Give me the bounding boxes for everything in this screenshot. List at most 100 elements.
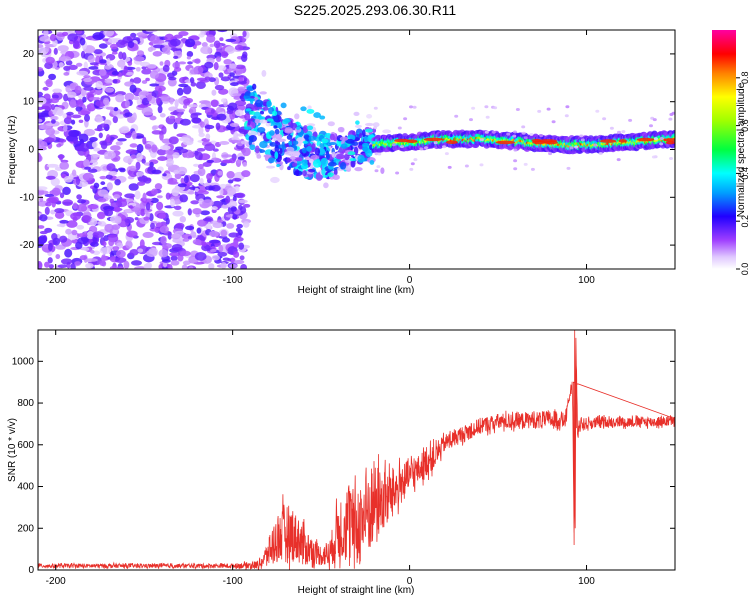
spectrogram-cell: [566, 166, 571, 170]
spectrogram-cell: [38, 225, 45, 229]
spectrogram-xlabel: Height of straight line (km): [298, 285, 415, 296]
spectrogram-cell: [223, 59, 232, 65]
spectrogram-cell: [234, 44, 244, 51]
spectrogram-cell: [254, 99, 264, 108]
spectrogram-cell: [65, 228, 72, 235]
spectrogram-cell: [196, 219, 208, 227]
spectrogram-cell: [506, 132, 511, 136]
spectrogram-cell: [669, 157, 673, 160]
spectrogram-cell: [236, 80, 247, 85]
spectrogram-cell: [67, 33, 79, 42]
spectrogram-cell: [141, 80, 148, 84]
spectrogram-ytick-label: -20: [20, 240, 35, 251]
spectrogram-cell: [94, 116, 104, 123]
spectrogram-cell: [115, 39, 127, 49]
spectrogram-cell: [333, 168, 338, 176]
spectrogram-cell: [621, 130, 626, 134]
spectrogram-cell: [94, 128, 104, 132]
spectrogram-cell: [99, 175, 107, 180]
spectrogram-cell: [59, 138, 67, 143]
spectrogram-cell: [173, 66, 182, 72]
spectrogram-cell: [180, 250, 191, 257]
spectrogram-cell: [302, 140, 308, 144]
spectrogram-cell: [326, 153, 331, 160]
spectrogram-cell: [233, 259, 245, 265]
spectrogram-cell: [101, 254, 107, 263]
spectrogram-cell: [273, 114, 279, 122]
spectrogram-cell: [38, 235, 47, 244]
spectrogram-cell: [308, 135, 316, 141]
spectrogram-cell: [200, 121, 205, 128]
spectrogram-cell: [229, 72, 235, 77]
spectrogram-cell: [208, 186, 214, 191]
colorbar-tick-label: 0.4: [740, 167, 750, 180]
spectrogram-cell: [423, 137, 443, 142]
spectrogram-cell: [233, 251, 240, 258]
spectrogram-cell: [311, 143, 316, 153]
spectrogram-cell: [38, 186, 48, 191]
spectrogram-cell: [177, 253, 184, 262]
spectrogram-cell: [257, 126, 266, 133]
spectrogram-cell: [266, 118, 274, 122]
spectrogram-cell: [137, 248, 144, 253]
spectrogram-cell: [210, 249, 217, 253]
spectrogram-cell: [314, 147, 321, 156]
spectrogram-cell: [49, 33, 57, 42]
spectrogram-cell: [170, 260, 180, 266]
spectrogram-cell: [115, 141, 123, 146]
spectrogram-cell: [71, 229, 78, 236]
spectrogram-cell: [69, 83, 77, 89]
spectrogram-cell: [302, 170, 307, 177]
spectrogram-cell: [106, 163, 116, 172]
spectrogram-cell: [279, 148, 283, 155]
spectrogram-ylabel: Frequency (Hz): [7, 116, 18, 185]
spectrogram-cell: [76, 70, 89, 76]
spectrogram-cell: [117, 59, 126, 68]
spectrogram-cell: [149, 70, 159, 79]
spectrogram-cell: [290, 150, 301, 157]
spectrogram-cell: [294, 113, 300, 120]
spectrogram-cell: [308, 158, 314, 164]
snr-ytick-label: 800: [17, 398, 34, 409]
spectrogram-cell: [266, 100, 272, 108]
spectrogram-cell: [204, 76, 211, 81]
spectrogram-cell: [83, 247, 90, 252]
spectrogram-cell: [47, 257, 53, 264]
spectrogram-cell: [167, 78, 177, 87]
spectrogram-cell: [372, 122, 380, 128]
spectrogram-heatmap: [38, 30, 675, 269]
spectrogram-cell: [62, 186, 71, 196]
spectrogram-cell: [192, 207, 202, 215]
spectrogram-cell: [241, 54, 248, 63]
spectrogram-cell: [42, 102, 52, 110]
spectrogram-cell: [165, 217, 170, 225]
spectrogram-cell: [89, 136, 98, 142]
spectrogram-cell: [187, 104, 199, 108]
spectrogram-cell: [176, 113, 182, 118]
spectrogram-cell: [109, 198, 115, 204]
spectrogram-cell: [134, 217, 139, 221]
spectrogram-cell: [274, 140, 279, 144]
spectrogram-cell: [114, 178, 121, 186]
spectrogram-cell: [286, 157, 291, 163]
spectrogram-cell: [242, 221, 250, 228]
spectrogram-cell: [274, 151, 279, 160]
spectrogram-cell: [169, 38, 181, 47]
spectrogram-cell: [454, 114, 459, 118]
spectrogram-cell: [292, 162, 298, 167]
spectrogram-cell: [216, 113, 227, 121]
spectrogram-cell: [113, 206, 121, 213]
spectrogram-cell: [245, 108, 252, 112]
spectrogram-cell: [63, 124, 68, 132]
spectrogram-cell: [39, 214, 48, 222]
spectrogram-cell: [265, 122, 271, 127]
spectrogram-cell: [194, 151, 203, 161]
spectrogram-cell: [354, 166, 363, 172]
snr-xtick-label: 0: [407, 576, 413, 587]
spectrogram-cell: [174, 205, 182, 211]
spectrogram-cell: [90, 241, 99, 247]
spectrogram-cell: [365, 128, 373, 133]
spectrogram-cell: [337, 126, 345, 133]
spectrogram-cell: [149, 83, 160, 87]
spectrogram-cell: [167, 72, 175, 79]
